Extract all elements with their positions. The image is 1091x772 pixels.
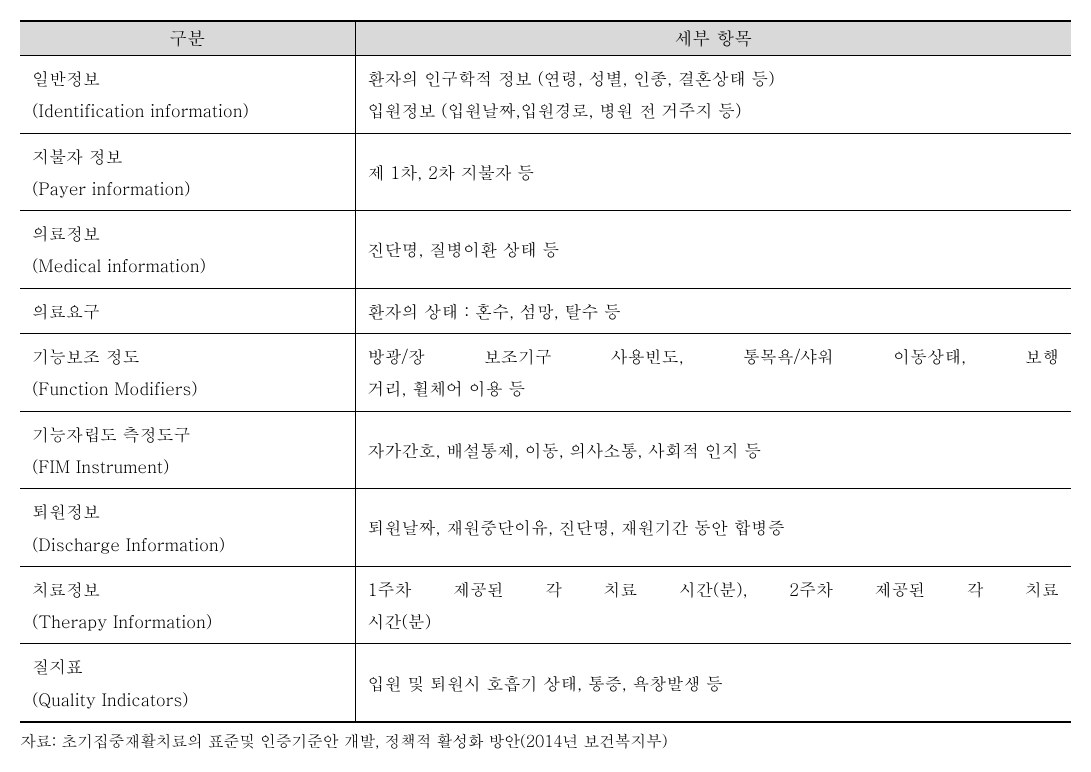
- cell-detail: 퇴원날짜, 재원중단이유, 진단명, 재원기간 동안 합병증: [355, 489, 1071, 567]
- table-row: 질지표 (Quality Indicators) 입원 및 퇴원시 호흡기 상태…: [20, 644, 1071, 722]
- header-col1: 구분: [20, 21, 355, 56]
- detail-line: 방광/장 보조기구 사용빈도, 통목욕/샤워 이동상태, 보행: [368, 340, 1060, 372]
- cell-detail: 1주차 제공된 각 치료 시간(분), 2주차 제공된 각 치료 시간(분): [355, 566, 1071, 644]
- category-ko: 퇴원정보: [32, 495, 343, 527]
- category-ko: 질지표: [32, 650, 343, 682]
- category-ko: 의료정보: [32, 217, 343, 249]
- cell-detail: 진단명, 질병이환 상태 등: [355, 211, 1071, 289]
- detail-line: 환자의 인구학적 정보 (연령, 성별, 인종, 결혼상태 등): [368, 62, 1060, 94]
- cell-detail: 제 1차, 2차 지불자 등: [355, 133, 1071, 211]
- table-row: 의료요구 환자의 상태 : 혼수, 섬망, 탈수 등: [20, 288, 1071, 333]
- category-ko: 기능보조 정도: [32, 340, 343, 372]
- category-en: (Identification information): [32, 94, 343, 126]
- table-row: 기능보조 정도 (Function Modifiers) 방광/장 보조기구 사…: [20, 334, 1071, 412]
- cell-category: 지불자 정보 (Payer information): [20, 133, 355, 211]
- table-header-row: 구분 세부 항목: [20, 21, 1071, 56]
- category-en: (Therapy Information): [32, 605, 343, 637]
- cell-category: 퇴원정보 (Discharge Information): [20, 489, 355, 567]
- category-en: (Medical information): [32, 249, 343, 281]
- table-row: 지불자 정보 (Payer information) 제 1차, 2차 지불자 …: [20, 133, 1071, 211]
- cell-category: 의료정보 (Medical information): [20, 211, 355, 289]
- category-ko: 지불자 정보: [32, 140, 343, 172]
- category-ko: 일반정보: [32, 62, 343, 94]
- table-row: 기능자립도 측정도구 (FIM Instrument) 자가간호, 배설통제, …: [20, 411, 1071, 489]
- category-ko: 치료정보: [32, 573, 343, 605]
- cell-category: 일반정보 (Identification information): [20, 56, 355, 134]
- cell-detail: 방광/장 보조기구 사용빈도, 통목욕/샤워 이동상태, 보행 거리, 휠체어 …: [355, 334, 1071, 412]
- table-row: 퇴원정보 (Discharge Information) 퇴원날짜, 재원중단이…: [20, 489, 1071, 567]
- detail-line: 거리, 휠체어 이용 등: [368, 372, 1060, 404]
- detail-line: 입원정보 (입원날짜,입원경로, 병원 전 거주지 등): [368, 94, 1060, 126]
- table-row: 치료정보 (Therapy Information) 1주차 제공된 각 치료 …: [20, 566, 1071, 644]
- cell-category: 질지표 (Quality Indicators): [20, 644, 355, 722]
- cell-detail: 환자의 인구학적 정보 (연령, 성별, 인종, 결혼상태 등) 입원정보 (입…: [355, 56, 1071, 134]
- category-en: (Payer information): [32, 172, 343, 204]
- table-row: 의료정보 (Medical information) 진단명, 질병이환 상태 …: [20, 211, 1071, 289]
- data-table: 구분 세부 항목 일반정보 (Identification informatio…: [20, 20, 1071, 723]
- detail-line: 1주차 제공된 각 치료 시간(분), 2주차 제공된 각 치료: [368, 573, 1060, 605]
- cell-category: 기능자립도 측정도구 (FIM Instrument): [20, 411, 355, 489]
- cell-detail: 환자의 상태 : 혼수, 섬망, 탈수 등: [355, 288, 1071, 333]
- cell-category: 기능보조 정도 (Function Modifiers): [20, 334, 355, 412]
- category-ko: 기능자립도 측정도구: [32, 418, 343, 450]
- source-note: 자료: 초기집중재활치료의 표준및 인증기준안 개발, 정책적 활성화 방안(2…: [20, 729, 1071, 752]
- detail-line: 시간(분): [368, 605, 1060, 637]
- cell-category: 의료요구: [20, 288, 355, 333]
- category-en: (Discharge Information): [32, 528, 343, 560]
- header-col2: 세부 항목: [355, 21, 1071, 56]
- category-en: (Quality Indicators): [32, 683, 343, 715]
- cell-detail: 자가간호, 배설통제, 이동, 의사소통, 사회적 인지 등: [355, 411, 1071, 489]
- table-row: 일반정보 (Identification information) 환자의 인구…: [20, 56, 1071, 134]
- category-en: (FIM Instrument): [32, 450, 343, 482]
- category-en: (Function Modifiers): [32, 372, 343, 404]
- cell-detail: 입원 및 퇴원시 호흡기 상태, 통증, 욕창발생 등: [355, 644, 1071, 722]
- cell-category: 치료정보 (Therapy Information): [20, 566, 355, 644]
